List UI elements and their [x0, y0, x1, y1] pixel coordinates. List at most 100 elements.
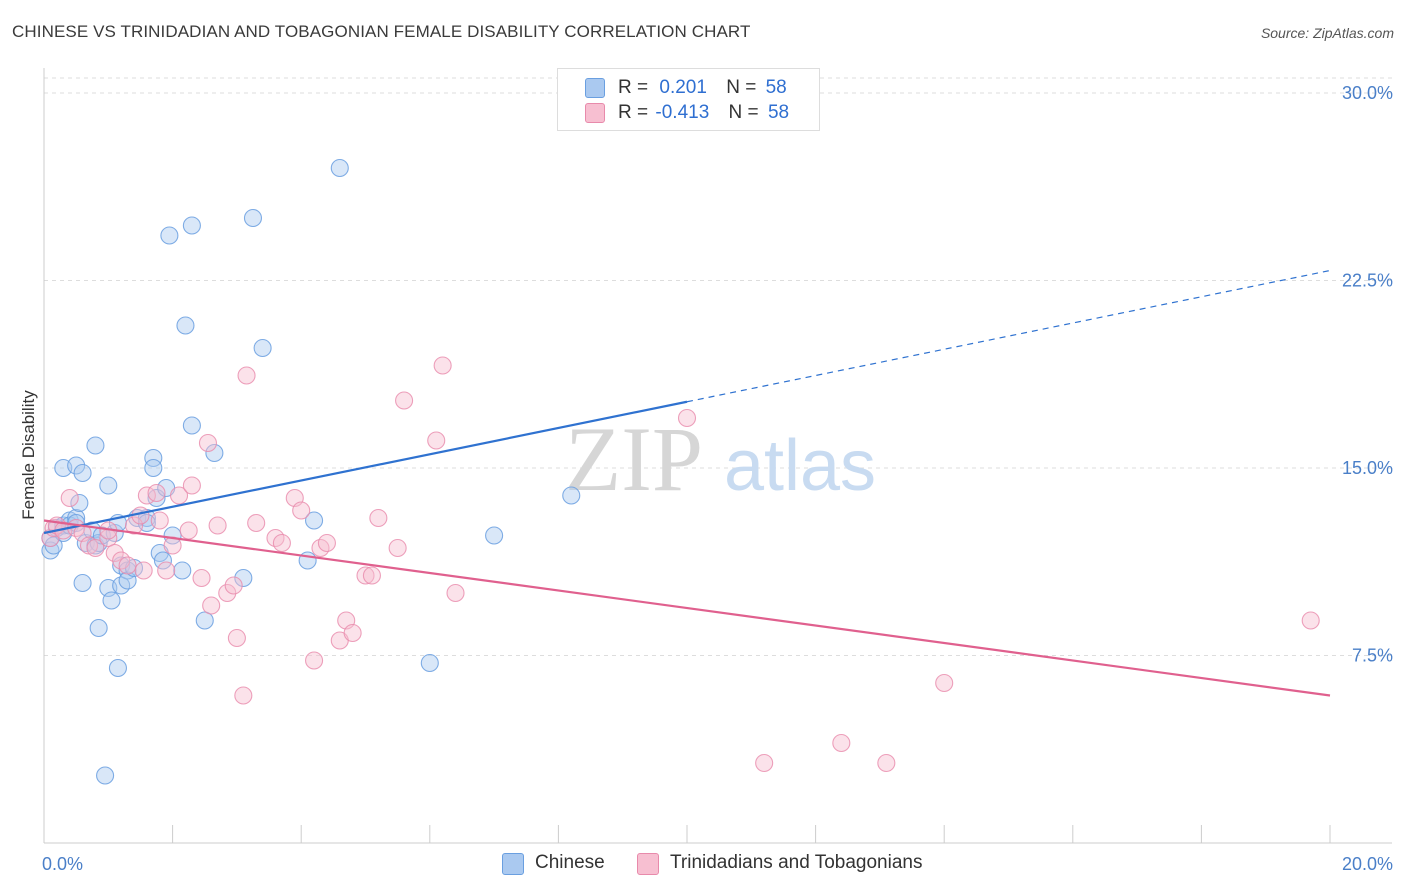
legend-n-value-chinese: 58	[765, 77, 787, 98]
data-point-chinese	[205, 443, 224, 463]
legend-swatch-chinese	[502, 853, 524, 875]
data-point-trinidadian	[1301, 611, 1320, 630]
series-chinese-points	[41, 158, 581, 785]
data-point-trinidadian	[227, 628, 246, 648]
data-point-trinidadian	[157, 561, 176, 580]
data-point-chinese	[144, 458, 163, 478]
data-point-chinese	[89, 618, 108, 638]
data-point-chinese	[253, 338, 272, 358]
trend-lines	[43, 269, 1331, 697]
data-point-trinidadian	[179, 521, 198, 540]
data-point-chinese	[305, 511, 324, 530]
legend-label-chinese: Chinese	[535, 852, 605, 873]
data-point-trinidadian	[877, 753, 896, 773]
data-point-trinidadian	[388, 538, 407, 558]
legend-swatch-chinese	[585, 78, 605, 98]
data-point-chinese	[160, 226, 179, 245]
data-point-trinidadian	[134, 561, 153, 580]
data-point-chinese	[96, 766, 115, 785]
data-point-trinidadian	[317, 533, 336, 553]
legend-swatch-trinidadian	[637, 853, 659, 875]
data-point-chinese	[73, 573, 92, 593]
y-tick-label: 30.0%	[1342, 83, 1393, 103]
data-point-trinidadian	[343, 623, 362, 643]
data-point-trinidadian	[105, 543, 124, 563]
data-point-chinese	[176, 316, 195, 335]
data-point-trinidadian	[237, 366, 256, 385]
data-point-trinidadian	[356, 566, 375, 585]
data-point-chinese	[182, 216, 201, 235]
data-point-chinese	[234, 568, 253, 588]
data-point-chinese	[195, 611, 214, 630]
legend-n-value-trinidadian: 58	[767, 102, 790, 123]
data-point-chinese	[163, 526, 182, 545]
chart-title: CHINESE VS TRINIDADIAN AND TOBAGONIAN FE…	[12, 22, 751, 41]
data-point-trinidadian	[218, 583, 237, 603]
data-point-trinidadian	[272, 533, 291, 553]
data-point-trinidadian	[369, 508, 388, 528]
data-point-trinidadian	[292, 501, 311, 520]
data-point-trinidadian	[198, 433, 218, 453]
data-point-chinese	[86, 436, 105, 455]
legend-n-label: N =	[726, 77, 757, 98]
data-point-chinese	[99, 476, 118, 495]
legend-r-label: R =	[618, 102, 649, 123]
correlation-legend: R = 0.201 N = 58 R = -0.413 N = 58	[557, 68, 820, 131]
data-point-trinidadian	[677, 408, 697, 428]
data-point-trinidadian	[305, 651, 324, 670]
trend-line-trinidadian	[43, 519, 1331, 697]
x-tick-label: 0.0%	[42, 854, 83, 874]
data-point-chinese	[173, 561, 192, 580]
data-point-trinidadian	[427, 431, 446, 450]
data-point-trinidadian	[118, 556, 137, 575]
legend-r-value-trinidadian: -0.413	[655, 102, 710, 123]
data-point-trinidadian	[86, 538, 105, 558]
data-point-trinidadian	[124, 516, 144, 535]
data-point-trinidadian	[147, 483, 166, 503]
data-point-trinidadian	[150, 511, 169, 530]
data-point-trinidadian	[208, 516, 227, 535]
data-point-trinidadian	[192, 568, 211, 588]
source-label: Source: ZipAtlas.com	[1260, 25, 1394, 41]
data-point-chinese	[67, 456, 86, 475]
data-point-chinese	[182, 416, 201, 435]
data-point-trinidadian	[755, 753, 774, 773]
watermark: ZIP atlas	[565, 408, 876, 510]
data-point-trinidadian	[169, 486, 189, 505]
y-axis-label: Female Disability	[19, 390, 38, 520]
data-point-trinidadian	[832, 733, 851, 753]
data-point-chinese	[562, 486, 581, 505]
data-point-trinidadian	[446, 583, 465, 603]
legend-n-label: N =	[728, 102, 759, 123]
data-point-trinidadian	[202, 596, 221, 615]
watermark-zip: ZIP	[565, 408, 703, 510]
data-point-trinidadian	[247, 513, 266, 533]
legend-swatch-trinidadian	[585, 103, 605, 123]
data-point-trinidadian	[224, 576, 243, 595]
legend-r-label: R =	[618, 77, 649, 98]
data-point-trinidadian	[433, 356, 452, 375]
data-point-chinese	[485, 526, 504, 545]
data-point-chinese	[144, 448, 163, 468]
data-point-chinese	[73, 463, 92, 483]
data-point-chinese	[70, 493, 89, 513]
series-legend: Chinese Trinidadians and Tobagonians	[0, 852, 1406, 878]
x-tick-label: 20.0%	[1342, 854, 1393, 874]
y-tick-label: 15.0%	[1342, 458, 1393, 478]
series-trinidadian-points	[41, 356, 1320, 773]
y-tick-label: 22.5%	[1342, 271, 1393, 291]
data-point-trinidadian	[60, 488, 79, 508]
tick-labels: 7.5% 15.0% 22.5% 30.0% 0.0% 20.0%	[42, 83, 1393, 874]
legend-r-value-chinese: 0.201	[659, 77, 707, 98]
data-point-trinidadian	[234, 686, 253, 705]
data-point-chinese	[102, 591, 121, 610]
data-point-chinese	[330, 158, 349, 178]
trend-line-chinese-projection	[686, 269, 1331, 403]
data-point-chinese	[243, 208, 263, 228]
data-point-chinese	[41, 541, 60, 560]
data-point-trinidadian	[362, 566, 381, 585]
legend-label-trinidadian: Trinidadians and Tobagonians	[670, 852, 923, 873]
trend-line-chinese	[43, 400, 688, 535]
data-point-trinidadian	[182, 476, 201, 495]
